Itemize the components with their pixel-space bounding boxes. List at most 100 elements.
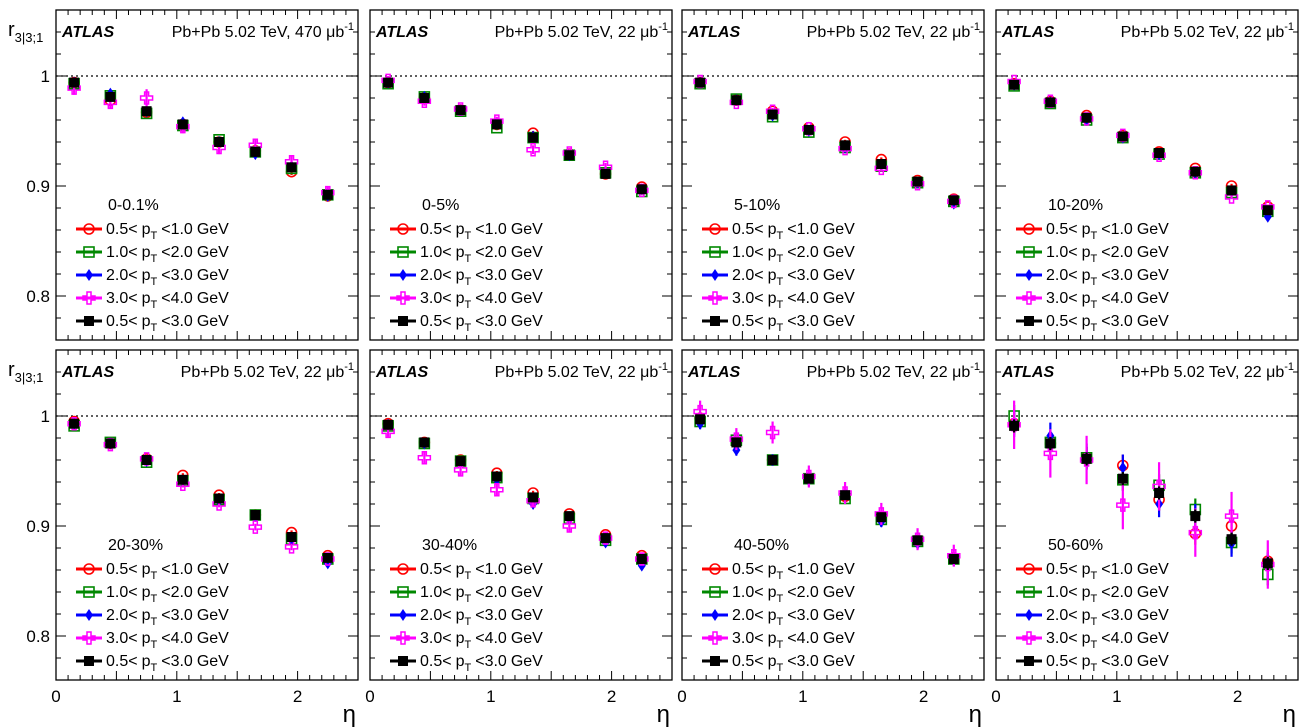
marker-open-square [83, 246, 95, 258]
legend-unit: GeV [1137, 221, 1169, 238]
legend-marker [396, 631, 410, 645]
legend-lo: 2.0 [1046, 607, 1068, 624]
legend-label: 1.0< pT <2.0 GeV [1046, 584, 1169, 605]
legend-lo: 3.0 [1046, 630, 1068, 647]
data-point [564, 150, 575, 161]
centrality-label: 10-20% [1048, 197, 1103, 214]
legend-entry: 2.0< pT <3.0 GeV [76, 267, 229, 288]
legend-lt: < [1068, 607, 1077, 624]
legend-sub: T [151, 662, 158, 674]
legend-sub: T [151, 639, 158, 651]
marker-filled-square [105, 91, 116, 102]
legend-lt2: < [161, 561, 170, 578]
legend-lt: < [128, 313, 137, 330]
legend-hi: 1.0 [485, 221, 507, 238]
data-point [526, 142, 540, 157]
legend-p: p [456, 244, 465, 261]
marker-open-cross [284, 540, 299, 554]
legend-sub: T [777, 639, 784, 651]
data-point [1190, 511, 1201, 522]
energy-text: Pb+Pb 5.02 TeV, 22 μb [807, 364, 971, 381]
legend-sub: T [1091, 639, 1098, 651]
legend-p: p [456, 561, 465, 578]
legend-marker [85, 609, 93, 621]
marker-filled-square [214, 493, 225, 504]
legend-label: 0.5< pT <1.0 GeV [106, 221, 229, 242]
legend-sub: T [777, 276, 784, 288]
marker-filled-square [322, 552, 333, 563]
data-point [455, 456, 466, 467]
legend-p: p [142, 584, 151, 601]
legend-lt: < [1068, 267, 1077, 284]
legend-p: p [456, 584, 465, 601]
panel-40-50%: 0 1 2 η ATLAS Pb+Pb 5.02 TeV, 22 μb-1 40-50% 0.… [677, 349, 985, 727]
legend-hi: 3.0 [1111, 267, 1133, 284]
legend-label: 2.0< pT <3.0 GeV [732, 607, 855, 628]
legend-unit: GeV [197, 221, 229, 238]
legend-unit: GeV [197, 561, 229, 578]
marker-open-cross [396, 631, 410, 645]
legend-lo: 1.0 [420, 584, 442, 601]
legend-marker [399, 609, 407, 621]
legend-hi: 1.0 [1111, 561, 1133, 578]
marker-diamond [1025, 269, 1033, 281]
data-point [912, 535, 923, 546]
legend-marker [396, 291, 410, 305]
legend-entry: 0.5< pT <1.0 GeV [702, 561, 855, 582]
legend-lt: < [754, 290, 763, 307]
marker-open-square [709, 246, 721, 258]
data-point [1117, 131, 1128, 142]
legend-entry: 0.5< pT <3.0 GeV [1016, 313, 1169, 334]
legend-lt: < [128, 290, 137, 307]
legend-unit: GeV [1137, 584, 1169, 601]
energy-text: Pb+Pb 5.02 TeV, 22 μb [495, 24, 659, 41]
legend-marker [82, 291, 96, 305]
marker-open-circle [83, 563, 95, 575]
legend-hi: 1.0 [797, 221, 819, 238]
legend-lt2: < [1101, 561, 1110, 578]
panel-5-10%: ATLAS Pb+Pb 5.02 TeV, 22 μb-15-10%0.5< pT <… [681, 9, 985, 341]
data-point [912, 176, 923, 187]
legend-lt: < [128, 267, 137, 284]
legend-lo: 2.0 [420, 607, 442, 624]
legend-label: 0.5< pT <1.0 GeV [1046, 561, 1169, 582]
legend-p: p [1082, 584, 1091, 601]
legend-lo: 0.5 [106, 653, 128, 670]
legend-lo: 1.0 [420, 244, 442, 261]
legend-marker [83, 246, 95, 258]
legend-lt: < [754, 561, 763, 578]
marker-filled-square [491, 119, 502, 130]
legend-hi: 3.0 [797, 653, 819, 670]
marker-filled-square [69, 77, 80, 88]
data-point [214, 137, 225, 147]
legend-entry: 1.0< pT <2.0 GeV [76, 244, 229, 265]
marker-filled-square [1009, 420, 1020, 431]
legend-label: 0.5< pT <3.0 GeV [732, 653, 855, 674]
marker-open-circle [709, 563, 721, 575]
data-point [248, 520, 263, 534]
legend-lo: 3.0 [732, 630, 754, 647]
legend-hi: 3.0 [797, 267, 819, 284]
legend-sub: T [777, 593, 784, 605]
legend-lo: 1.0 [106, 584, 128, 601]
legend-unit: GeV [823, 313, 855, 330]
data-point [1226, 185, 1237, 196]
legend-unit: GeV [197, 584, 229, 601]
legend-label: 0.5< pT <3.0 GeV [1046, 313, 1169, 334]
data-point [564, 511, 575, 522]
marker-open-square [1023, 246, 1035, 258]
marker-open-cross [1043, 446, 1058, 461]
legend-lo: 0.5 [1046, 561, 1068, 578]
marker-open-cross [248, 520, 263, 534]
legend-sub: T [151, 276, 158, 288]
data-point [731, 95, 742, 106]
marker-filled-square [84, 316, 94, 326]
y-axis-label-sub: 3|3;1 [15, 370, 44, 385]
legend-label: 2.0< pT <3.0 GeV [1046, 267, 1169, 288]
legend-sub: T [777, 616, 784, 628]
marker-diamond [1025, 609, 1033, 621]
legend-p: p [768, 630, 777, 647]
legend-label: 3.0< pT <4.0 GeV [420, 290, 543, 311]
legend-lt2: < [1101, 313, 1110, 330]
data-point [286, 162, 297, 173]
